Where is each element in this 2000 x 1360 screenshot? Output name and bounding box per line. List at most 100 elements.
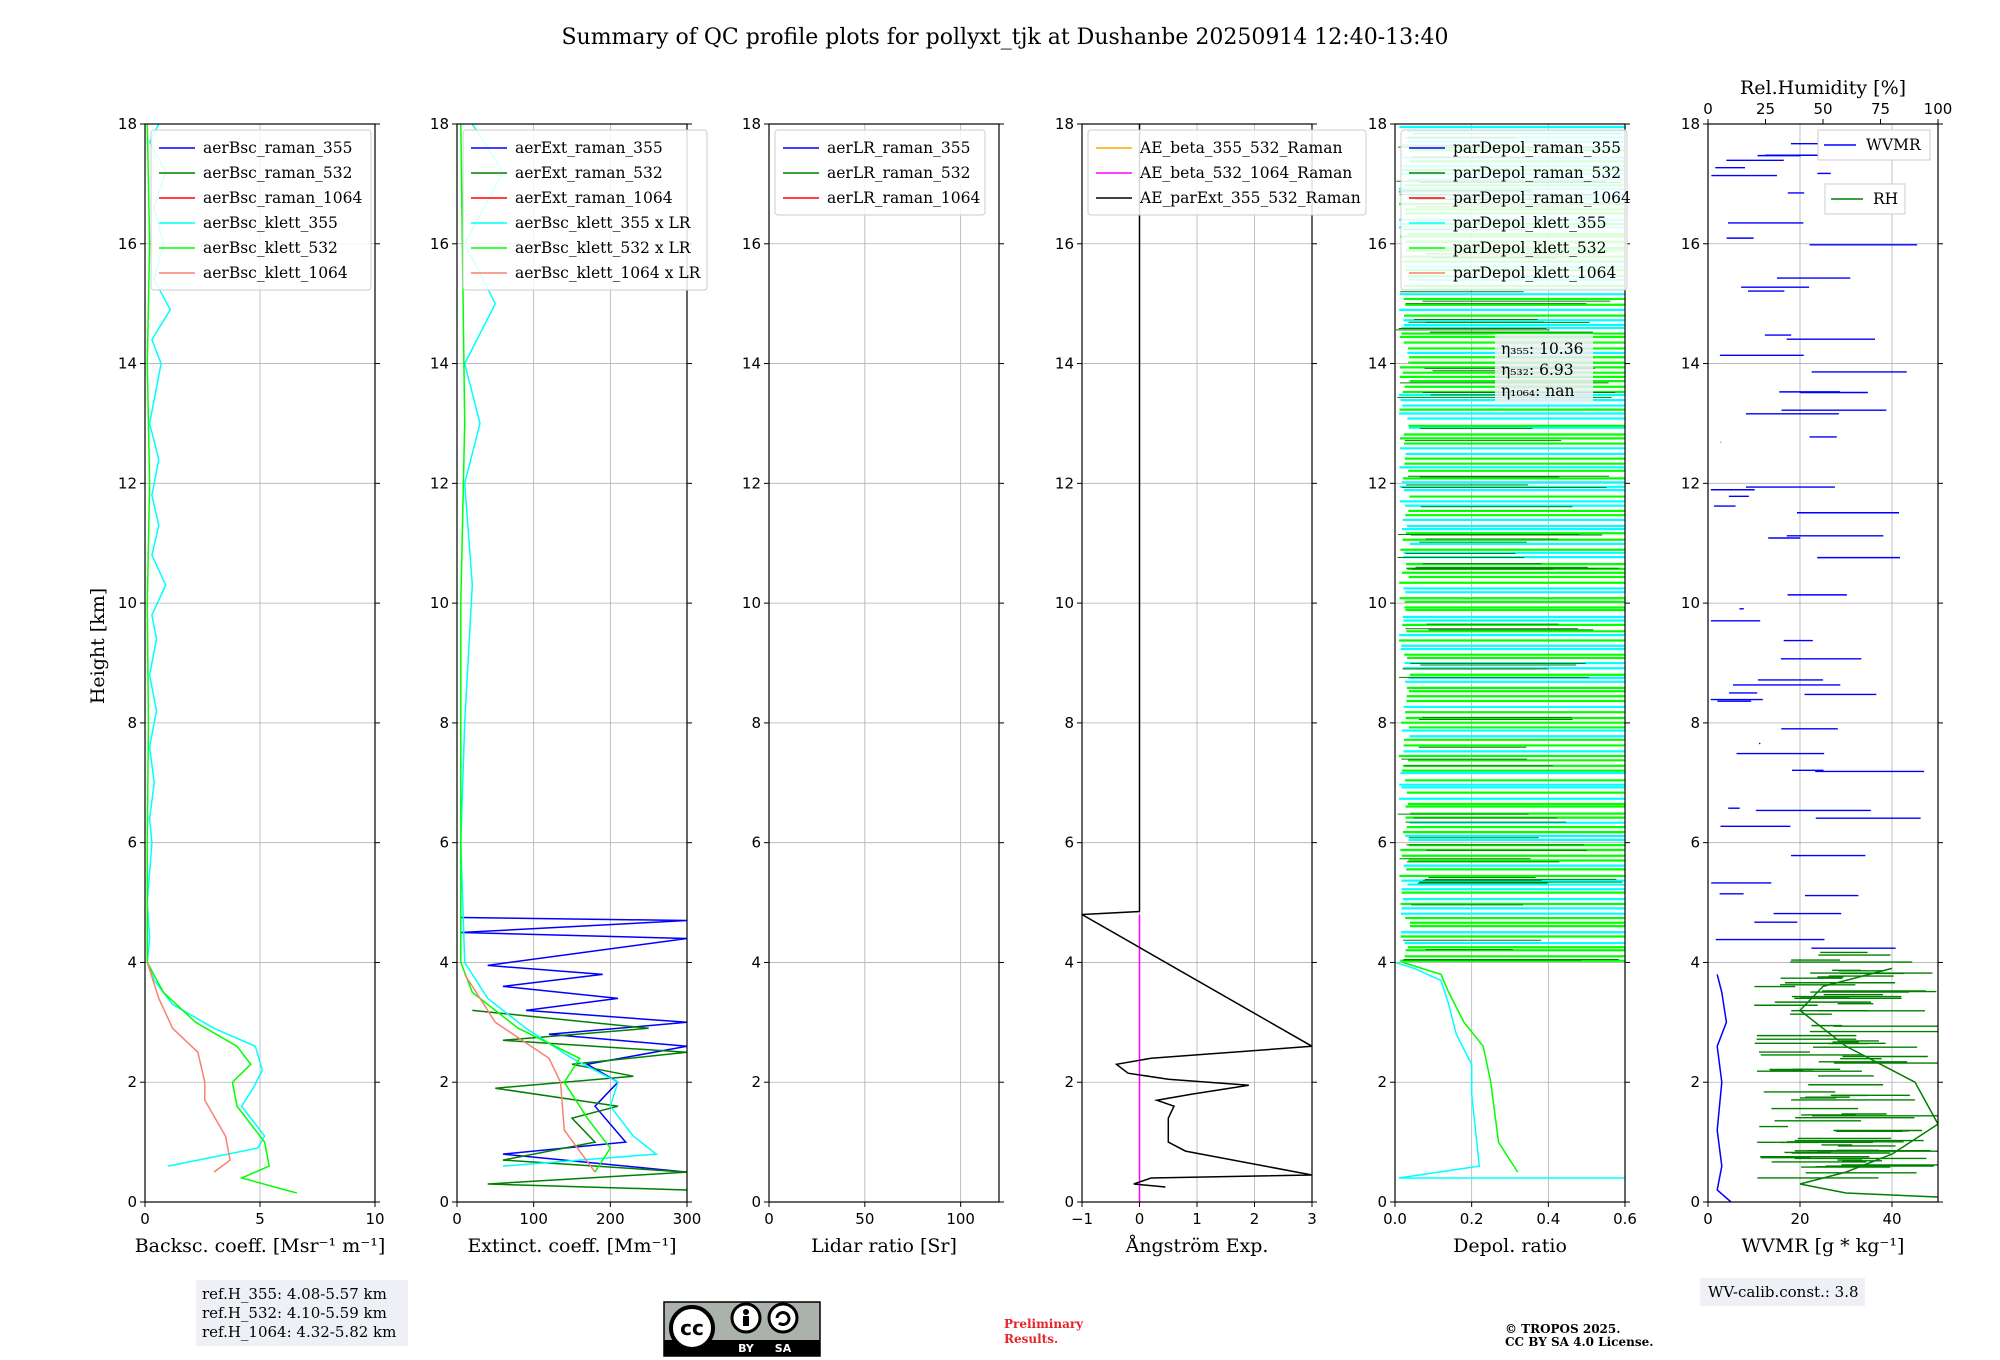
y-tick-label: 14 [1055,355,1074,373]
y-tick-label: 0 [751,1193,761,1211]
x-tick-label: 20 [1790,1210,1809,1228]
x-axis-label: Ångström Exp. [1125,1235,1269,1257]
top-x-tick-label: 0 [1703,100,1713,118]
cc-sa-label: SA [775,1342,792,1355]
legend-entry: aerBsc_raman_355 [203,139,353,157]
x-tick-label: 5 [255,1210,265,1228]
wv-calib-box [1700,1278,1865,1306]
series-aerbsc-klett-1064-x-lr [464,973,596,1173]
y-tick-label: 14 [1681,355,1700,373]
x-tick-label: 0.4 [1536,1210,1560,1228]
y-tick-label: 10 [1368,594,1387,612]
legend-box [462,129,708,291]
y-tick-label: 12 [1681,474,1700,492]
legend-entry: AE_beta_355_532_Raman [1139,139,1342,157]
y-tick-label: 6 [1377,834,1387,852]
series-group [1082,124,1312,1202]
y-tick-label: 12 [742,474,761,492]
series-aerext-raman-532 [472,1009,687,1191]
y-axis-label: Height [km] [87,588,109,704]
y-tick-label: 18 [1055,115,1074,133]
y-tick-label: 2 [751,1073,761,1091]
x-tick-label: 2 [1250,1210,1260,1228]
y-tick-label: 6 [127,834,137,852]
wv-calib-const: WV-calib.const.: 3.8 [1708,1283,1859,1301]
legend-entry: aerExt_raman_355 [515,139,663,157]
x-tick-label: 3 [1307,1210,1317,1228]
x-tick-label: 200 [596,1210,625,1228]
ref-heights-box [196,1280,408,1346]
y-tick-label: 12 [118,474,137,492]
panel-frame [1394,123,1626,1203]
eta-value: η₁₀₆₄: nan [1501,382,1575,400]
panel-lr: 0 2 4 6 8 10 12 14 16 18 0 50 100 Lidar ratio [Sr] aer… [742,115,1004,1257]
y-tick-label: 6 [751,834,761,852]
legend-entry: aerLR_raman_1064 [827,189,980,207]
y-tick-label: 0 [1377,1193,1387,1211]
legend-entry: aerExt_raman_532 [515,164,663,182]
y-tick-label: 14 [742,355,761,373]
series-aerbsc-klett-532-x-lr [460,124,612,1173]
x-tick-label: 1 [1192,1210,1202,1228]
legend-box [774,129,986,216]
series-pardepol-klett-355 [1395,961,1625,1179]
y-tick-label: 4 [127,953,137,971]
legend-entry: aerBsc_klett_355 [203,214,338,232]
copyright-line-1: © TROPOS 2025. [1505,1322,1620,1336]
x-tick-label: 0 [452,1210,462,1228]
y-tick-label: 10 [118,594,137,612]
x-tick-label: −1 [1071,1210,1093,1228]
x-tick-label: 100 [519,1210,548,1228]
x-tick-label: 0 [1135,1210,1145,1228]
legend-entry: parDepol_raman_355 [1453,139,1621,157]
series-aerext-raman-355 [460,916,687,1173]
legend-entry: parDepol_klett_1064 [1453,264,1616,282]
series-group [146,124,297,1194]
x-tick-label: 0.6 [1613,1210,1637,1228]
x-axis-label: Extinct. coeff. [Mm⁻¹] [467,1235,676,1257]
y-tick-label: 6 [1064,834,1074,852]
ref-height-1064: ref.H_1064: 4.32-5.82 km [202,1323,396,1341]
series-group [1710,142,1938,1202]
ref-height-532: ref.H_532: 4.10-5.59 km [202,1304,387,1322]
x-tick-label: 40 [1882,1210,1901,1228]
legend-entry: parDepol_klett_532 [1453,239,1606,257]
panel-frame [1707,123,1939,1203]
y-tick-label: 16 [118,235,137,253]
cc-logo-text: cc [680,1316,704,1340]
y-tick-label: 18 [742,115,761,133]
legend-entry: AE_beta_532_1064_Raman [1139,164,1352,182]
legend-entry: aerBsc_klett_1064 x LR [515,264,702,282]
y-tick-label: 16 [430,235,449,253]
legend-entry: WVMR [1866,136,1922,154]
y-tick-label: 8 [127,714,137,732]
y-tick-label: 8 [1690,714,1700,732]
panel-frame [768,123,1000,1203]
x-tick-label: 300 [673,1210,702,1228]
cc-license-logo: cc BY SA [663,1301,821,1357]
figure-title: Summary of QC profile plots for pollyxt_… [561,25,1448,50]
y-tick-label: 0 [439,1193,449,1211]
x-tick-label: 0.0 [1383,1210,1407,1228]
y-tick-label: 16 [1368,235,1387,253]
legend-box [1087,129,1367,216]
y-tick-label: 4 [439,953,449,971]
series-aerbsc-klett-532 [146,124,297,1194]
legend-entry: aerBsc_klett_532 [203,239,338,257]
x-tick-label: 10 [365,1210,384,1228]
legend-entry: aerBsc_klett_532 x LR [515,239,692,257]
x-axis-label: Depol. ratio [1453,1235,1567,1257]
legend-box [150,129,372,291]
panel-frame [144,123,376,1203]
y-tick-label: 4 [1690,953,1700,971]
y-tick-label: 4 [751,953,761,971]
x-tick-label: 0 [764,1210,774,1228]
series-group [460,124,687,1191]
y-tick-label: 4 [1377,953,1387,971]
y-tick-label: 0 [1690,1193,1700,1211]
y-tick-label: 4 [1064,953,1074,971]
top-x-tick-label: 75 [1871,100,1890,118]
eta-value: η₅₃₂: 6.93 [1501,361,1574,379]
